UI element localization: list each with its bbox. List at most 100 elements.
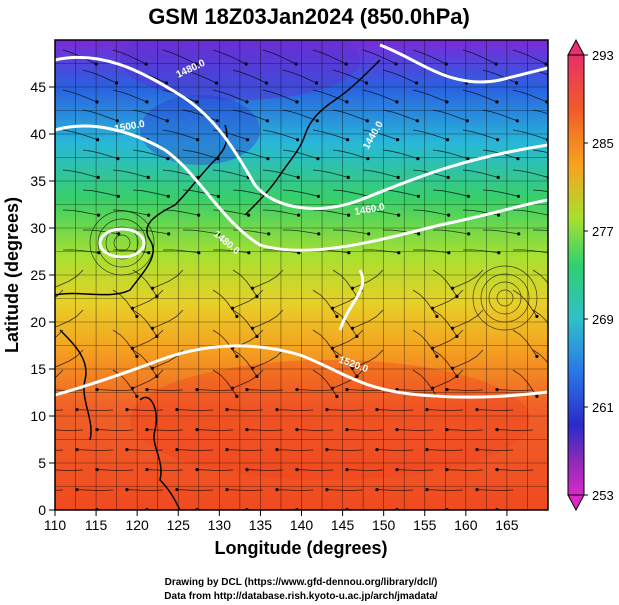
- streamline-arrowhead: [164, 81, 169, 85]
- streamline: [346, 389, 384, 391]
- streamline: [532, 269, 548, 285]
- streamline-arrowhead: [250, 326, 255, 330]
- streamline-arrowhead: [445, 388, 449, 392]
- streamline-arrowhead: [446, 138, 450, 142]
- streamline-arrowhead: [395, 100, 399, 104]
- colorbar-tick-label: 269: [592, 312, 614, 327]
- streamline: [432, 149, 469, 159]
- streamline: [462, 129, 498, 141]
- streamline-arrowhead: [244, 62, 248, 66]
- streamline: [346, 429, 384, 431]
- streamline-arrowhead: [135, 314, 139, 318]
- streamline: [512, 129, 548, 141]
- streamline-arrowhead: [246, 138, 250, 142]
- x-tick-label: 125: [167, 517, 191, 533]
- streamline-arrowhead: [430, 346, 435, 350]
- streamline-arrowhead: [245, 468, 249, 472]
- streamline: [232, 269, 258, 297]
- streamline: [112, 89, 148, 103]
- streamline: [55, 429, 84, 431]
- streamline-arrowhead: [96, 138, 100, 142]
- streamline-arrowhead: [175, 408, 179, 412]
- plot-area: 1480.0 1500.0 1440.0 1480.0 1460.0 1520.…: [51, 40, 548, 510]
- streamline: [96, 469, 134, 471]
- streamline-arrowhead: [130, 386, 135, 390]
- streamline-arrowhead: [295, 100, 299, 104]
- streamline-arrowhead: [475, 448, 479, 452]
- streamline: [132, 229, 169, 235]
- streamline-arrowhead: [295, 388, 299, 392]
- streamline-arrowhead: [350, 286, 355, 290]
- streamline: [382, 69, 417, 84]
- streamline-arrowhead: [316, 194, 320, 198]
- streamline: [296, 469, 334, 471]
- streamline-arrowhead: [250, 366, 255, 370]
- streamline: [262, 89, 298, 103]
- streamline: [212, 289, 238, 317]
- streamline: [326, 489, 364, 491]
- streamline: [512, 329, 538, 357]
- streamline: [296, 429, 334, 431]
- streamline-arrowhead: [316, 157, 320, 161]
- streamline-arrowhead: [496, 175, 500, 179]
- streamline: [432, 229, 469, 235]
- colorbar-tick-label: 277: [592, 224, 614, 239]
- streamline-arrowhead: [51, 287, 54, 290]
- streamline: [55, 449, 64, 451]
- streamline: [246, 389, 284, 391]
- streamline: [112, 329, 138, 357]
- streamline: [452, 269, 484, 289]
- streamline: [352, 269, 384, 289]
- streamline-arrowhead: [497, 251, 501, 255]
- streamline-arrowhead: [125, 488, 129, 492]
- streamline-arrowhead: [95, 388, 99, 392]
- streamline: [112, 209, 149, 216]
- streamline-arrowhead: [147, 213, 151, 217]
- streamline-arrowhead: [51, 327, 54, 330]
- streamline-arrowhead: [447, 213, 451, 217]
- streamline-arrowhead: [445, 468, 449, 472]
- vortex-ring: [488, 281, 522, 315]
- streamline: [176, 409, 214, 411]
- streamline: [212, 169, 249, 178]
- y-tick-label: 40: [30, 126, 46, 142]
- streamline: [312, 289, 338, 317]
- streamline-arrowhead: [496, 138, 500, 142]
- streamline: [512, 49, 547, 65]
- streamline: [62, 89, 98, 103]
- streamline: [432, 109, 468, 122]
- streamline: [362, 169, 399, 178]
- vortex-ring: [89, 210, 155, 276]
- streamline-arrowhead: [330, 346, 335, 350]
- streamline-arrowhead: [330, 386, 335, 390]
- streamline: [412, 289, 438, 317]
- streamline-arrowhead: [535, 314, 539, 318]
- streamline-arrowhead: [114, 81, 119, 85]
- streamline-arrowhead: [296, 138, 300, 142]
- streamline-arrowhead: [425, 448, 429, 452]
- streamline-arrowhead: [235, 394, 239, 398]
- streamline: [332, 329, 364, 349]
- streamline: [282, 69, 317, 84]
- streamline: [232, 189, 269, 197]
- streamline: [62, 129, 98, 141]
- asia-coast: [55, 124, 228, 296]
- streamline-arrowhead: [347, 213, 351, 217]
- streamline-arrowhead: [75, 448, 79, 452]
- contour-1480-north: [55, 55, 548, 210]
- streamline: [532, 109, 548, 115]
- streamline-arrowhead: [95, 428, 99, 432]
- streamline: [132, 369, 164, 389]
- streamline-arrowhead: [167, 232, 171, 236]
- streamline: [332, 229, 369, 235]
- streamline: [55, 469, 84, 471]
- streamline: [126, 409, 164, 411]
- streamline: [82, 189, 119, 197]
- y-tick-label: 45: [30, 79, 46, 95]
- streamline-arrowhead: [216, 194, 220, 198]
- streamline-arrowhead: [245, 428, 249, 432]
- streamline-arrowhead: [514, 81, 519, 85]
- streamline: [362, 209, 399, 216]
- streamline: [76, 409, 114, 411]
